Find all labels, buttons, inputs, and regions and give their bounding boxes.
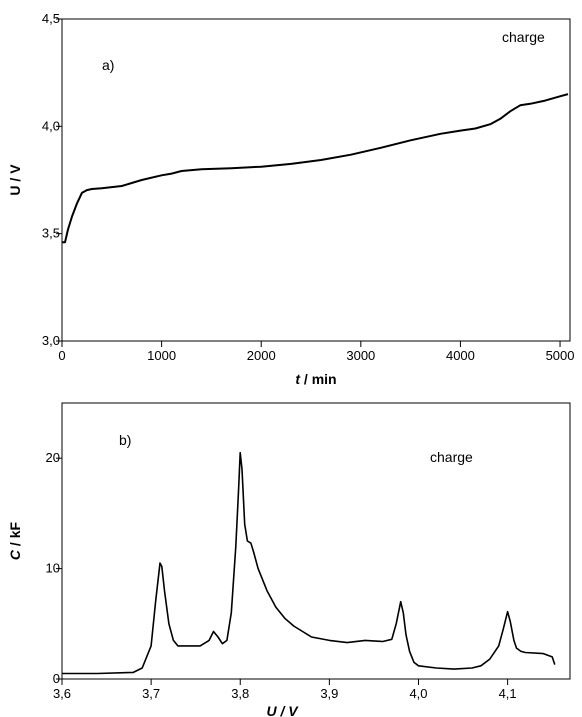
panel-a-y-axis: 3,0 3,5 4,0 4,5	[42, 11, 62, 348]
panel-a-x-axis-title-symbol: t	[295, 371, 301, 387]
y-tick-label: 3,0	[42, 333, 60, 348]
x-tick-label: 2000	[247, 348, 276, 363]
panel-a-y-axis-title: U / V	[7, 164, 23, 196]
panel-b-y-axis: 0 10 20	[46, 450, 62, 686]
x-tick-label: 4000	[446, 348, 475, 363]
x-tick-label: 4,0	[409, 686, 427, 701]
x-tick-label: 3,9	[320, 686, 338, 701]
panel-b-x-axis-title: U / V	[266, 703, 299, 717]
y-tick-label: 10	[46, 561, 60, 576]
x-tick-label: 4,1	[499, 686, 517, 701]
panel-b-series-line	[62, 451, 556, 675]
x-tick-label: 3000	[346, 348, 375, 363]
panel-a-series-line	[62, 93, 569, 244]
y-tick-label: 0	[53, 671, 60, 686]
panel-a-x-axis-title-unit: / min	[300, 371, 337, 387]
panel-a: 0 1000 2000 3000 4000 5000 3,0 3,5 4,0 4,5 a) ch…	[7, 11, 575, 387]
y-tick-label: 4,0	[42, 118, 60, 133]
panel-b-y-axis-title-symbol: C	[7, 549, 23, 560]
x-tick-label: 0	[58, 348, 65, 363]
y-tick-label: 3,5	[42, 226, 60, 241]
panel-b-label: b)	[119, 432, 131, 448]
x-tick-label: 5000	[546, 348, 575, 363]
panel-b-y-axis-title: C / kF	[7, 521, 23, 560]
panel-b-annotation: charge	[430, 449, 473, 465]
panel-a-x-axis: 0 1000 2000 3000 4000 5000	[58, 341, 575, 363]
panel-b-x-axis: 3,6 3,7 3,8 3,9 4,0 4,1	[53, 679, 517, 701]
x-tick-label: 3,6	[53, 686, 71, 701]
panel-a-plot-frame	[61, 18, 571, 342]
panel-a-label: a)	[102, 57, 114, 73]
y-tick-label: 20	[46, 450, 60, 465]
panel-b-y-axis-title-unit: / kF	[7, 521, 23, 549]
panel-b-plot-frame	[61, 402, 571, 680]
panel-a-annotation: charge	[502, 29, 545, 45]
y-tick-label: 4,5	[42, 11, 60, 26]
panel-a-x-axis-title: t / min	[295, 371, 336, 387]
x-tick-label: 1000	[147, 348, 176, 363]
x-tick-label: 3,8	[231, 686, 249, 701]
panel-b: 3,6 3,7 3,8 3,9 4,0 4,1 0 10 20 b) charge U / V…	[7, 402, 571, 717]
x-tick-label: 3,7	[142, 686, 160, 701]
